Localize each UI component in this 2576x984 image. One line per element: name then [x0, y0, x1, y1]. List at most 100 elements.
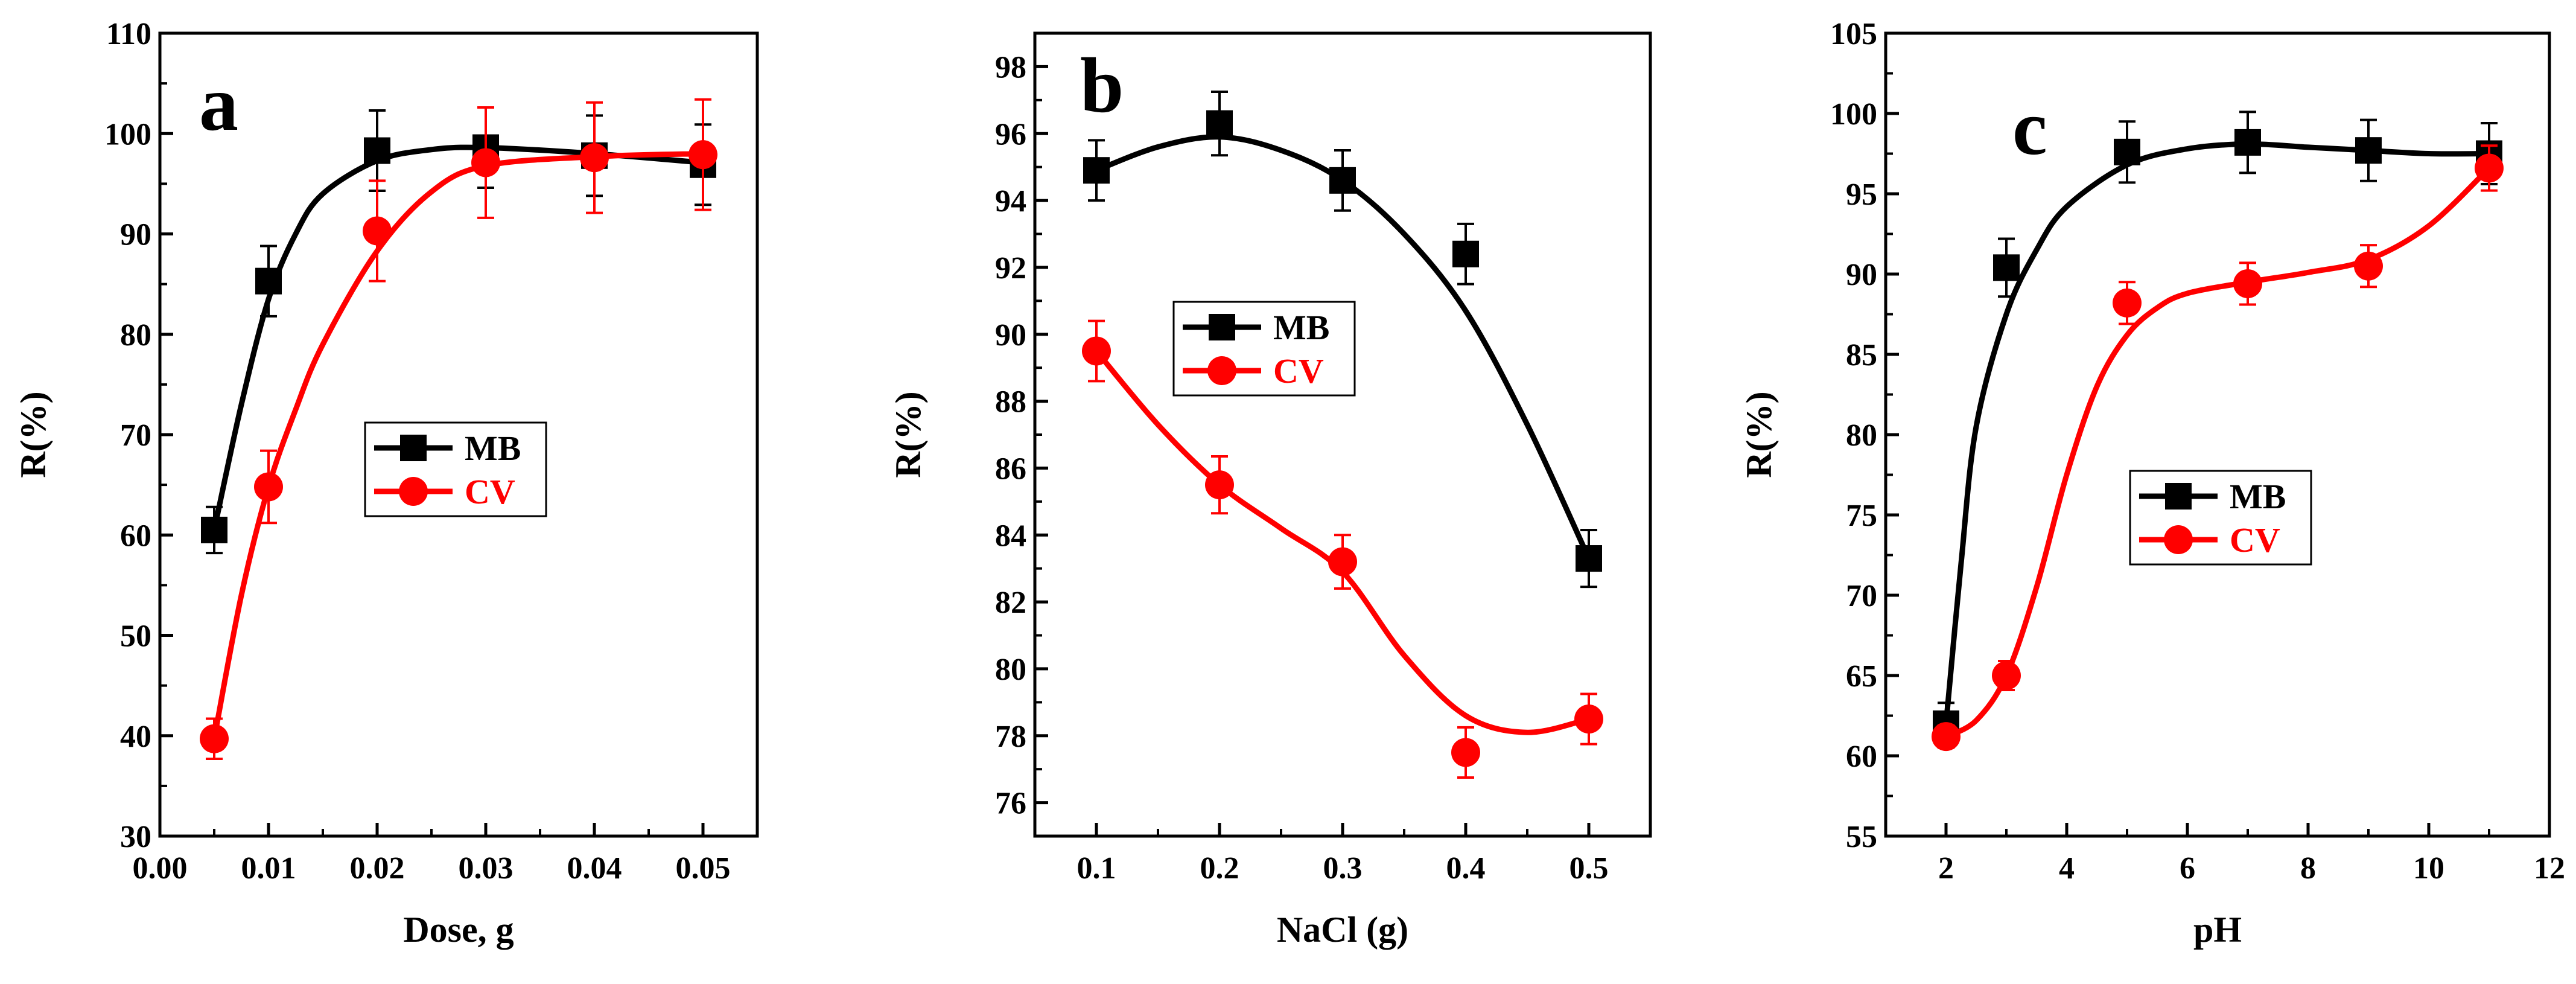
y-tick-label: 80	[120, 318, 151, 353]
data-point-mb	[1576, 545, 1602, 572]
fit-curve-cv	[211, 151, 706, 742]
legend-box	[1172, 301, 1356, 397]
data-point-cv	[1932, 722, 1961, 752]
y-axis-title: R(%)	[888, 391, 928, 478]
x-tick-label: 10	[2413, 851, 2444, 886]
legend-box	[364, 421, 547, 517]
legend-label-mb: MB	[2230, 477, 2286, 516]
y-tick-label: 92	[995, 251, 1026, 286]
y-tick-label: 60	[1846, 740, 1877, 774]
legend-marker-cv	[2164, 525, 2193, 554]
x-tick-label: 0.1	[1077, 851, 1116, 886]
data-point-cv	[1451, 738, 1480, 767]
series-cv	[1932, 144, 2504, 752]
data-point-mb	[1206, 110, 1233, 137]
legend-marker-mb	[1209, 314, 1235, 340]
legend: MB CV	[2129, 470, 2312, 566]
data-point-cv	[254, 472, 283, 502]
legend-marker-mb	[2165, 483, 2192, 510]
x-tick-label: 0.03	[459, 851, 514, 886]
y-tick-label: 80	[995, 653, 1026, 687]
x-tick-label: 0.2	[1200, 851, 1239, 886]
x-tick-label: 0.3	[1323, 851, 1363, 886]
legend-marker-cv	[399, 477, 428, 506]
x-tick-label: 8	[2300, 851, 2316, 886]
legend-marker-cv	[1207, 356, 1236, 385]
data-point-mb	[255, 267, 282, 295]
data-point-cv	[580, 143, 609, 173]
data-point-cv	[1328, 547, 1357, 577]
data-point-cv	[471, 148, 500, 177]
x-axis-title: NaCl (g)	[1277, 910, 1408, 950]
y-tick-label: 85	[1846, 338, 1877, 372]
panel-letter: a	[199, 60, 238, 147]
data-point-cv	[1574, 704, 1603, 734]
x-tick-label: 0.4	[1446, 851, 1486, 886]
y-tick-label: 110	[106, 17, 151, 51]
x-axis-title: pH	[2193, 910, 2242, 950]
y-tick-label: 100	[104, 117, 151, 152]
y-tick-label: 88	[995, 385, 1026, 420]
chart-panel-a: 0.00 0.01 0.02 0.03 0.04 0.05 30 40 50 60 70 80 90 10…	[13, 17, 759, 950]
data-point-mb	[1452, 240, 1479, 267]
y-tick-label: 60	[120, 519, 151, 553]
y-tick-label: 50	[120, 619, 151, 654]
data-point-mb	[364, 137, 390, 164]
data-point-cv	[2354, 251, 2383, 281]
panel-letter: c	[2012, 85, 2047, 171]
legend-label-cv: CV	[1273, 351, 1324, 391]
x-tick-label: 2	[1938, 851, 1954, 886]
data-point-mb	[201, 516, 227, 543]
x-axis-title: Dose, g	[403, 910, 514, 950]
data-point-cv	[200, 724, 229, 753]
x-tick-label: 0.5	[1569, 851, 1609, 886]
y-tick-label: 96	[995, 117, 1026, 152]
y-tick-label: 105	[1830, 17, 1877, 51]
data-point-cv	[2233, 269, 2262, 298]
data-point-cv	[363, 216, 392, 246]
fit-curve-cv	[1943, 165, 2492, 740]
chart-panel-b: 0.1 0.2 0.3 0.4 0.5 76 78 80 82 84 86 88 90 92 94 96 98 N…	[888, 31, 1652, 950]
y-tick-label: 100	[1830, 97, 1877, 132]
data-point-mb	[1329, 167, 1356, 194]
fit-curve-mb	[1093, 134, 1592, 561]
y-tick-label: 94	[995, 184, 1026, 219]
y-tick-label: 55	[1846, 820, 1877, 854]
x-tick-label: 0.00	[133, 851, 188, 886]
y-tick-label: 86	[995, 452, 1026, 486]
data-point-cv	[1992, 661, 2021, 690]
y-tick-label: 70	[1846, 579, 1877, 613]
panel-letter: b	[1080, 42, 1124, 129]
y-tick-label: 90	[1846, 258, 1877, 292]
y-tick-label: 65	[1846, 659, 1877, 694]
data-point-cv	[1082, 336, 1111, 366]
x-tick-label: 0.05	[676, 851, 731, 886]
data-point-cv	[2475, 153, 2504, 183]
y-tick-label: 40	[120, 720, 151, 754]
x-tick-label: 4	[2059, 851, 2075, 886]
series-mb	[1083, 90, 1602, 589]
y-tick-label: 98	[995, 50, 1026, 85]
data-point-mb	[2355, 137, 2382, 164]
series-mb	[1933, 110, 2502, 746]
series-cv	[1082, 319, 1603, 779]
data-point-cv	[2113, 288, 2142, 318]
data-point-cv	[689, 140, 717, 170]
y-tick-label: 95	[1846, 177, 1877, 212]
legend-label-cv: CV	[465, 472, 515, 511]
x-tick-label: 0.01	[241, 851, 296, 886]
fit-curve-mb	[211, 144, 706, 533]
y-tick-label: 90	[120, 218, 151, 252]
data-point-mb	[2234, 129, 2261, 156]
y-tick-label: 70	[120, 418, 151, 453]
chart-panel-c: 2 4 6 8 10 12 55 60 65 70 75 80 85 90 95 100 105 pH R(%) c M…	[1739, 17, 2565, 950]
y-tick-label: 30	[120, 820, 151, 854]
y-tick-label: 82	[995, 586, 1026, 620]
y-tick-label: 76	[995, 787, 1026, 821]
fit-curve-mb	[1943, 141, 2492, 727]
y-tick-label: 84	[995, 519, 1026, 553]
legend: MB CV	[1172, 301, 1356, 397]
x-tick-label: 0.04	[567, 851, 622, 886]
y-tick-label: 78	[995, 720, 1026, 754]
